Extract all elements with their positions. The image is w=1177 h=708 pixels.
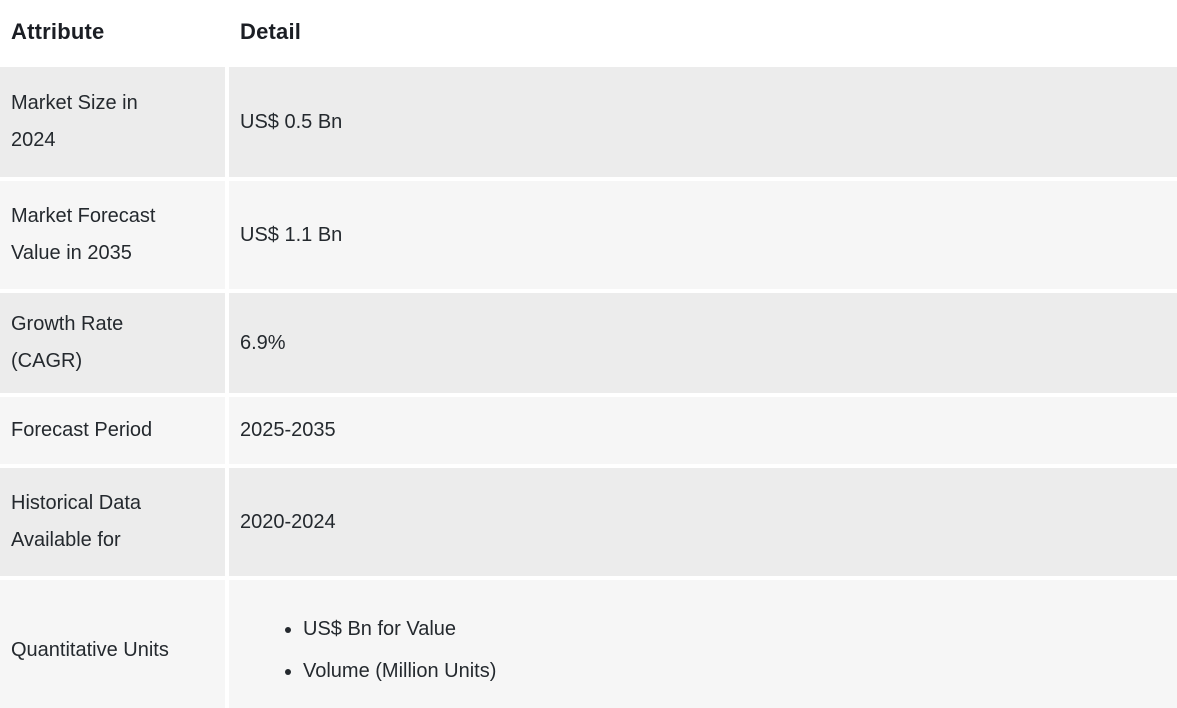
attribute-label: Growth Rate (CAGR)	[11, 313, 124, 372]
detail-value: US$ 0.5 Bn	[240, 110, 343, 133]
attribute-cell-quantitative-units: Quantitative Units	[0, 580, 225, 708]
detail-value: 2020-2024	[240, 510, 336, 533]
detail-cell-growth-rate: 6.9%	[229, 293, 1177, 393]
detail-bullet-item: Volume (Million Units)	[303, 650, 496, 692]
detail-value: 6.9%	[240, 331, 286, 354]
attribute-label: Historical Data Available for	[11, 492, 142, 551]
detail-cell-forecast-value: US$ 1.1 Bn	[229, 181, 1177, 289]
attribute-cell-forecast-period: Forecast Period	[0, 397, 225, 464]
detail-value: 2025-2035	[240, 419, 336, 441]
column-header-attribute-label: Attribute	[11, 19, 105, 44]
detail-bullet-item: US$ Bn for Value	[303, 608, 496, 650]
detail-cell-market-size: US$ 0.5 Bn	[229, 67, 1177, 177]
detail-cell-historical-data: 2020-2024	[229, 468, 1177, 576]
attribute-cell-forecast-value: Market Forecast Value in 2035	[0, 181, 225, 289]
detail-bullet-list: US$ Bn for Value Volume (Million Units)	[240, 608, 496, 692]
detail-cell-quantitative-units: US$ Bn for Value Volume (Million Units)	[229, 580, 1177, 708]
attribute-label: Quantitative Units	[11, 638, 169, 661]
column-header-detail: Detail	[229, 0, 1177, 63]
detail-value: US$ 1.1 Bn	[240, 223, 343, 246]
attribute-label: Market Forecast Value in 2035	[11, 205, 156, 264]
column-header-detail-label: Detail	[240, 19, 302, 44]
attribute-cell-growth-rate: Growth Rate (CAGR)	[0, 293, 225, 393]
attribute-label: Forecast Period	[11, 419, 153, 441]
attribute-cell-market-size: Market Size in 2024	[0, 67, 225, 177]
detail-cell-forecast-period: 2025-2035	[229, 397, 1177, 464]
attribute-cell-historical-data: Historical Data Available for	[0, 468, 225, 576]
column-header-attribute: Attribute	[0, 0, 225, 63]
attribute-label: Market Size in 2024	[11, 92, 138, 151]
